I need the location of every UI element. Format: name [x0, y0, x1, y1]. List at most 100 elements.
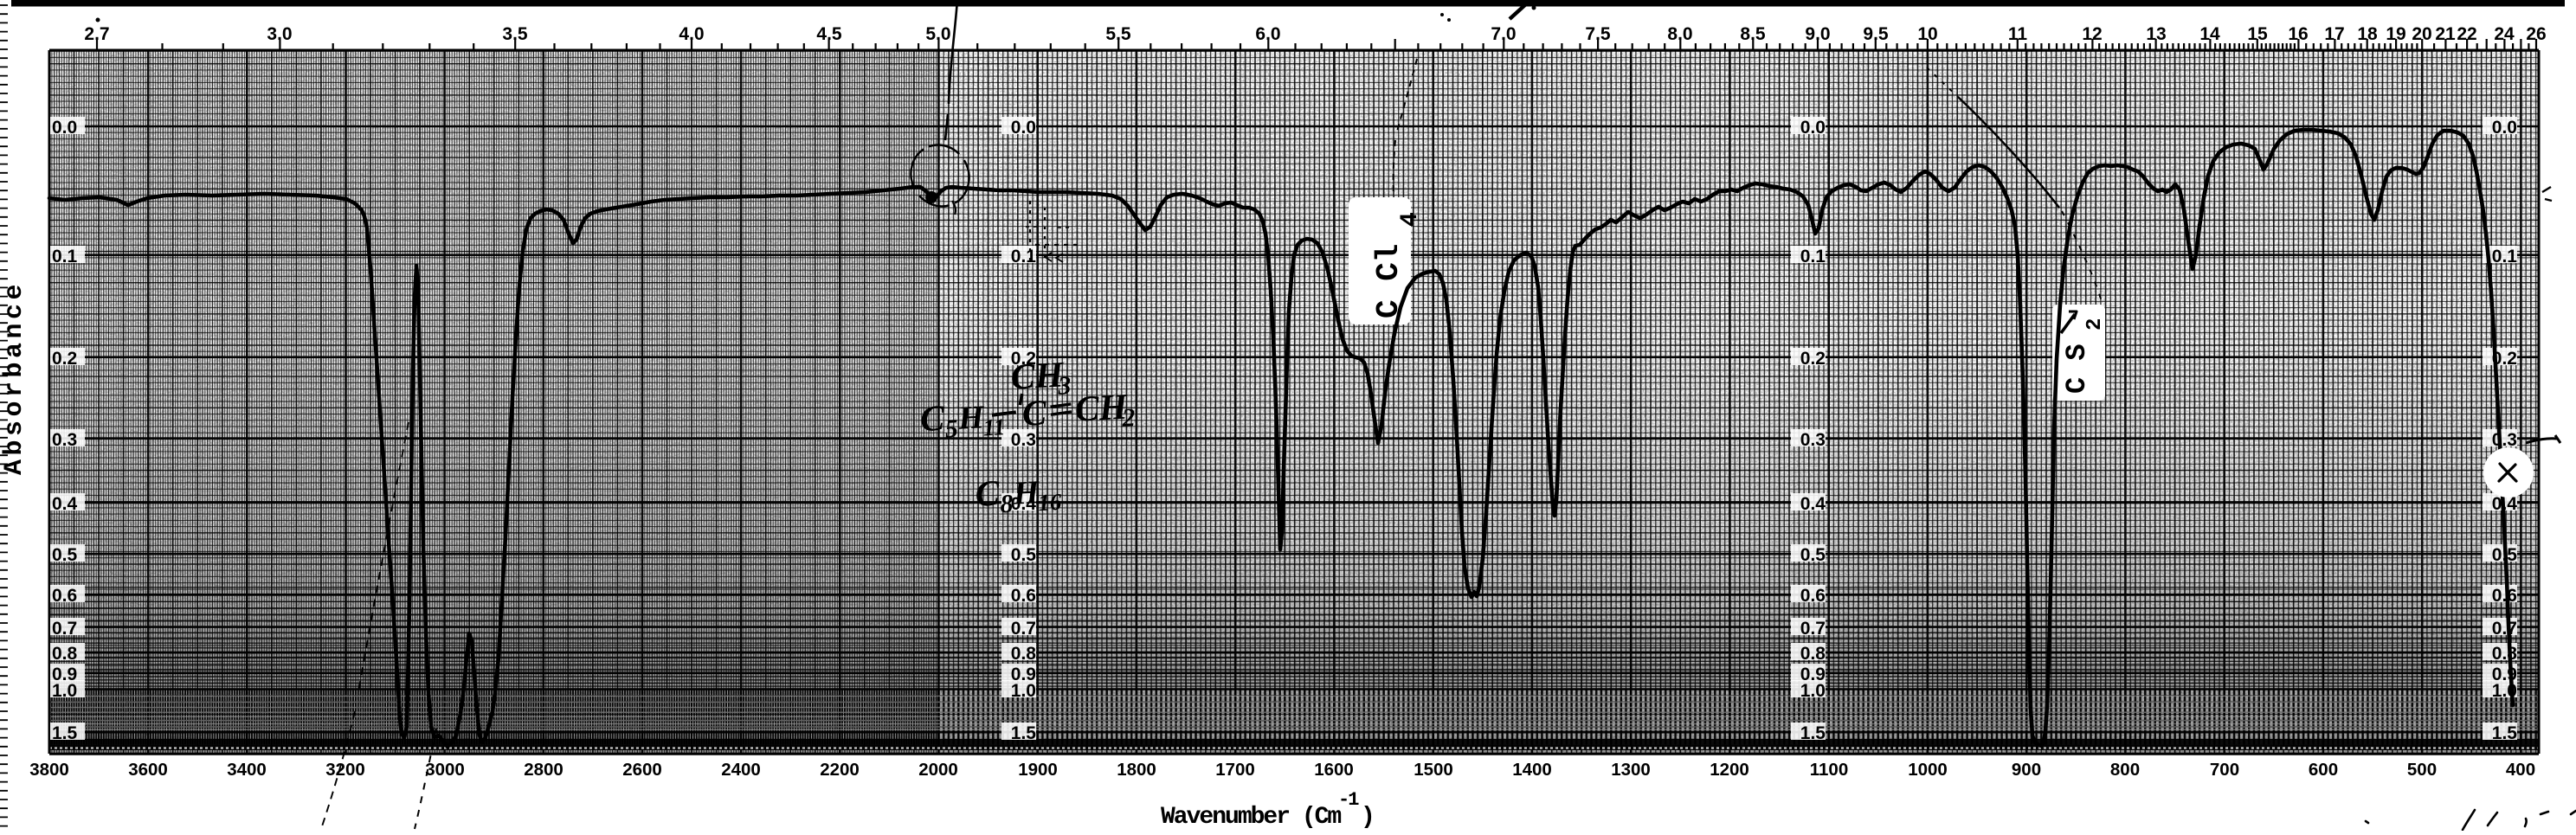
- svg-text:18: 18: [2357, 24, 2378, 44]
- svg-text:0.5: 0.5: [52, 545, 78, 565]
- svg-text:0.1: 0.1: [52, 247, 78, 267]
- svg-text:CH: CH: [1074, 388, 1130, 430]
- svg-text:16: 16: [1038, 489, 1063, 516]
- svg-text:0.9: 0.9: [1011, 665, 1036, 684]
- svg-text:1.5: 1.5: [1800, 723, 1826, 743]
- svg-text:21: 21: [2435, 24, 2456, 44]
- svg-text:2000: 2000: [918, 760, 958, 780]
- svg-text:4.5: 4.5: [816, 24, 842, 44]
- svg-text:3200: 3200: [325, 760, 365, 780]
- svg-text:9.5: 9.5: [1863, 24, 1889, 44]
- svg-text:): ): [1361, 804, 1375, 831]
- svg-text:1100: 1100: [1810, 760, 1848, 780]
- svg-text:0.1: 0.1: [1011, 247, 1037, 267]
- svg-text:3800: 3800: [29, 760, 69, 780]
- svg-text:0.2: 0.2: [2492, 349, 2517, 369]
- svg-text:0.0: 0.0: [1011, 118, 1036, 138]
- svg-text:C: C: [975, 473, 1001, 514]
- svg-text:1800: 1800: [1117, 760, 1156, 780]
- svg-text:0.6: 0.6: [1011, 586, 1036, 606]
- svg-text:0.9: 0.9: [1800, 665, 1826, 684]
- svg-text:4.0: 4.0: [679, 24, 704, 44]
- svg-text:1400: 1400: [1512, 760, 1552, 780]
- svg-text:3.5: 3.5: [502, 24, 528, 44]
- svg-text:26: 26: [2526, 24, 2546, 44]
- svg-text:2: 2: [1120, 403, 1136, 433]
- svg-text:4: 4: [1397, 212, 1424, 227]
- svg-text:3400: 3400: [227, 760, 267, 780]
- svg-text:C Cl: C Cl: [1371, 244, 1407, 318]
- svg-text:C: C: [1021, 393, 1048, 434]
- svg-text:0.8: 0.8: [1800, 644, 1826, 664]
- svg-text:2800: 2800: [524, 760, 564, 780]
- svg-text:0.2: 0.2: [1800, 349, 1826, 369]
- svg-text:CH: CH: [1010, 355, 1066, 397]
- svg-text:800: 800: [2110, 760, 2140, 780]
- svg-text:1700: 1700: [1215, 760, 1255, 780]
- svg-text:8.5: 8.5: [1740, 24, 1766, 44]
- svg-text:1600: 1600: [1314, 760, 1354, 780]
- svg-text:0.4: 0.4: [1800, 494, 1826, 514]
- svg-text:0.0: 0.0: [52, 118, 77, 138]
- svg-text:14: 14: [2199, 24, 2220, 44]
- svg-text:7.0: 7.0: [1491, 24, 1516, 44]
- svg-text:Absorbance: Absorbance: [0, 280, 29, 475]
- svg-text:19: 19: [2386, 24, 2405, 44]
- svg-text:7.5: 7.5: [1585, 24, 1611, 44]
- svg-text:3: 3: [1056, 371, 1072, 401]
- svg-text:1900: 1900: [1018, 760, 1058, 780]
- svg-text:0.8: 0.8: [52, 644, 78, 664]
- svg-text:3600: 3600: [128, 760, 168, 780]
- svg-text:1.0: 1.0: [52, 681, 77, 701]
- svg-text:16: 16: [2288, 24, 2308, 44]
- svg-text:1.0: 1.0: [1800, 681, 1826, 701]
- svg-text:0.7: 0.7: [1011, 619, 1036, 639]
- svg-text:1000: 1000: [1908, 760, 1948, 780]
- svg-text:2600: 2600: [622, 760, 662, 780]
- svg-text:900: 900: [2012, 760, 2041, 780]
- svg-text:15: 15: [2247, 24, 2268, 44]
- svg-text:2400: 2400: [721, 760, 761, 780]
- svg-text:600: 600: [2309, 760, 2338, 780]
- svg-text:Wavenumber (Cm: Wavenumber (Cm: [1161, 804, 1341, 831]
- svg-text:6.0: 6.0: [1255, 24, 1280, 44]
- svg-text:1.5: 1.5: [1011, 723, 1037, 743]
- svg-text:0.3: 0.3: [1011, 430, 1036, 450]
- svg-text:0.2: 0.2: [1011, 349, 1036, 369]
- svg-text:17: 17: [2324, 24, 2344, 44]
- svg-text:8.0: 8.0: [1667, 24, 1692, 44]
- svg-text:8: 8: [999, 490, 1014, 519]
- svg-text:H: H: [1012, 474, 1041, 512]
- svg-text:1.5: 1.5: [52, 723, 78, 743]
- svg-text:0.0: 0.0: [1800, 118, 1826, 138]
- svg-text:0.0: 0.0: [2492, 118, 2517, 138]
- svg-text:24: 24: [2494, 24, 2515, 44]
- svg-text:-1: -1: [1338, 789, 1359, 811]
- svg-text:0.3: 0.3: [2492, 430, 2517, 450]
- svg-text:0.8: 0.8: [2492, 644, 2518, 664]
- svg-text:0.3: 0.3: [1800, 430, 1826, 450]
- svg-text:0.6: 0.6: [1800, 586, 1826, 606]
- svg-text:3000: 3000: [425, 760, 465, 780]
- svg-text:2200: 2200: [820, 760, 860, 780]
- svg-text:0.8: 0.8: [1011, 644, 1037, 664]
- svg-text:5.5: 5.5: [1105, 24, 1131, 44]
- svg-text:0.1: 0.1: [2492, 247, 2518, 267]
- svg-text:0.6: 0.6: [52, 586, 77, 606]
- svg-text:1.0: 1.0: [1011, 681, 1036, 701]
- svg-text:0.7: 0.7: [52, 619, 77, 639]
- svg-text:0.7: 0.7: [1800, 619, 1826, 639]
- svg-text:0.6: 0.6: [2492, 586, 2517, 606]
- svg-text:12: 12: [2082, 24, 2102, 44]
- svg-text:0.2: 0.2: [52, 349, 77, 369]
- svg-text:0.1: 0.1: [1800, 247, 1826, 267]
- svg-text:13: 13: [2146, 24, 2166, 44]
- svg-text:0.9: 0.9: [52, 665, 77, 684]
- svg-text:11: 11: [2008, 24, 2028, 44]
- svg-text:0.5: 0.5: [1011, 545, 1037, 565]
- svg-text:C S: C S: [2061, 344, 2093, 394]
- svg-text:500: 500: [2407, 760, 2437, 780]
- svg-text:1200: 1200: [1710, 760, 1749, 780]
- svg-text:0.3: 0.3: [52, 430, 77, 450]
- svg-text:11: 11: [982, 414, 1006, 440]
